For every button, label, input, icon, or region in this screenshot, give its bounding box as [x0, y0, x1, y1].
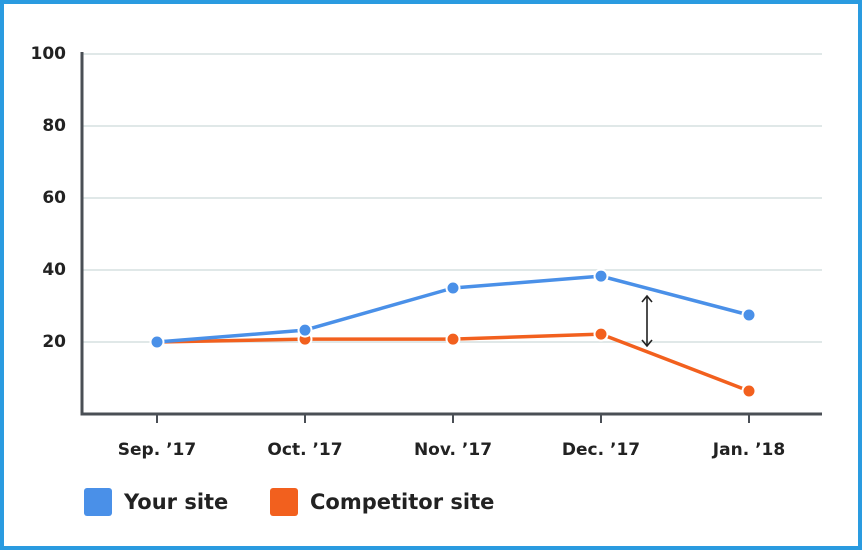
x-tick-label: Jan. ’18 [712, 440, 785, 460]
x-tick-label: Oct. ’17 [267, 440, 342, 460]
x-tick-label: Dec. ’17 [562, 440, 640, 460]
x-tick-label: Nov. ’17 [414, 440, 492, 460]
data-point [741, 383, 757, 399]
legend-swatch [270, 488, 298, 516]
x-tick-label: Sep. ’17 [118, 440, 196, 460]
legend-swatch [84, 488, 112, 516]
data-point [593, 326, 609, 342]
difference-arrow [641, 294, 653, 348]
data-point [445, 331, 461, 347]
data-point [297, 322, 313, 338]
legend-label: Competitor site [310, 490, 494, 514]
data-point [149, 334, 165, 350]
y-tick-label: 80 [42, 116, 66, 136]
data-point [445, 280, 461, 296]
y-tick-label: 60 [42, 188, 66, 208]
y-tick-label: 20 [42, 332, 66, 352]
legend-label: Your site [123, 490, 228, 514]
data-point [593, 268, 609, 284]
plot-area: 20 40 60 80 100 Sep. ’17 Oct. ’17 Nov. ’17 Dec. … [31, 44, 822, 516]
data-point [741, 307, 757, 323]
y-tick-label: 100 [31, 44, 67, 64]
y-tick-label: 40 [42, 260, 66, 280]
